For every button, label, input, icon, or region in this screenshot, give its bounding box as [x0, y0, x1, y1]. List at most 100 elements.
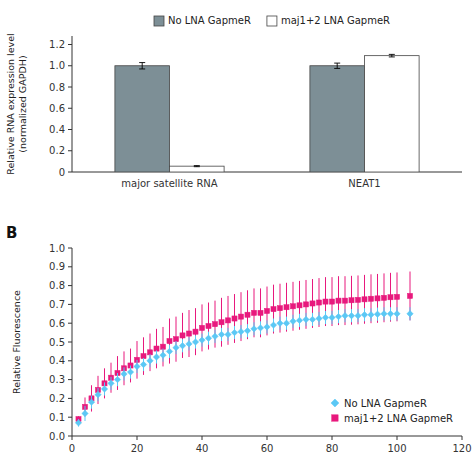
- point: [219, 320, 224, 325]
- point: [277, 306, 282, 311]
- error-bar: [139, 63, 145, 69]
- point: [231, 329, 237, 335]
- bar: [170, 166, 225, 172]
- bar: [310, 66, 365, 172]
- point: [368, 296, 373, 301]
- point: [251, 326, 257, 332]
- legend-label: maj1+2 LNA GapmeR: [281, 15, 390, 26]
- x-tick-label: major satellite RNA: [121, 178, 217, 189]
- x-tick: [202, 436, 203, 440]
- point: [342, 298, 347, 303]
- y-tick: [68, 323, 72, 324]
- legend: No LNA GapmeR maj1+2 LNA GapmeR: [154, 15, 390, 26]
- y-tick-label: 1.0: [49, 243, 65, 254]
- x-tick: [72, 436, 73, 440]
- point: [394, 311, 400, 317]
- point: [238, 328, 244, 334]
- y-axis-label-line: Relative Fluorescence: [11, 290, 22, 394]
- x-tick-label: 100: [387, 443, 406, 454]
- y-tick-label: 1.0: [49, 60, 65, 71]
- point: [316, 300, 321, 305]
- legend-item: No LNA GapmeR: [331, 398, 427, 409]
- point: [271, 307, 276, 312]
- point: [154, 346, 159, 351]
- y-tick-label: 0: [59, 167, 65, 178]
- x-tick: [332, 436, 333, 440]
- point: [179, 343, 185, 349]
- x-tick-label: 20: [131, 443, 144, 454]
- legend-label: No LNA GapmeR: [168, 15, 251, 26]
- point: [160, 352, 166, 358]
- point: [101, 386, 107, 392]
- error-bar: [91, 385, 92, 411]
- error-bar: [104, 368, 105, 398]
- point: [147, 358, 153, 364]
- x-tick: [137, 436, 138, 440]
- legend-swatch: [332, 415, 338, 421]
- legend-label: No LNA GapmeR: [344, 398, 427, 409]
- y-tick: [68, 65, 72, 66]
- y-tick-label: 1.2: [49, 39, 65, 50]
- y-tick: [68, 87, 72, 88]
- point: [362, 297, 367, 302]
- y-tick: [68, 266, 72, 267]
- y-tick-label: 0.6: [49, 318, 65, 329]
- point: [374, 311, 380, 317]
- point: [121, 371, 127, 377]
- point: [186, 341, 192, 347]
- point: [296, 317, 302, 323]
- x-axis: major satellite RNANEAT1: [121, 178, 380, 189]
- point: [134, 363, 140, 369]
- y-tick-label: 0.8: [49, 280, 65, 291]
- point: [251, 310, 256, 315]
- point: [407, 311, 413, 317]
- point: [160, 344, 165, 349]
- y-axis: 00.20.40.60.81.01.2: [49, 36, 72, 178]
- x-tick-label: 120: [452, 443, 471, 454]
- point: [257, 325, 263, 331]
- legend-label: maj1+2 LNA GapmeR: [344, 413, 453, 424]
- point: [218, 331, 224, 337]
- point: [283, 320, 289, 326]
- y-axis-label-line: Relative RNA expression level: [5, 33, 16, 174]
- point: [192, 339, 198, 345]
- point: [361, 312, 367, 318]
- point: [238, 314, 243, 319]
- point: [244, 328, 250, 334]
- point: [336, 298, 341, 303]
- point: [95, 391, 101, 397]
- point: [290, 318, 296, 324]
- x-tick-label: 60: [261, 443, 274, 454]
- y-tick-label: 0.1: [49, 412, 65, 423]
- point: [180, 333, 185, 338]
- point: [212, 322, 217, 327]
- error-bar: [111, 363, 112, 393]
- x-tick-label: 0: [69, 443, 75, 454]
- y-tick: [68, 150, 72, 151]
- legend-swatch: [154, 16, 164, 26]
- point: [212, 333, 218, 339]
- point: [199, 337, 205, 343]
- point: [355, 297, 360, 302]
- point: [173, 344, 179, 350]
- x-tick: [267, 436, 268, 440]
- y-axis-line: [72, 36, 73, 172]
- point: [205, 335, 211, 341]
- error-bar: [130, 349, 131, 383]
- point: [394, 294, 399, 299]
- point: [127, 369, 133, 375]
- error-bar: [194, 166, 200, 167]
- point: [381, 295, 386, 300]
- point: [316, 315, 322, 321]
- point: [375, 296, 380, 301]
- y-tick: [68, 417, 72, 418]
- error-bar: [389, 54, 395, 57]
- point: [284, 305, 289, 310]
- point: [297, 303, 302, 308]
- y-axis-label: Relative RNA expression level(normalized…: [5, 33, 28, 174]
- point: [232, 316, 237, 321]
- x-tick-label: 40: [196, 443, 209, 454]
- x-axis: 020406080100120: [69, 436, 472, 454]
- y-tick-label: 0.9: [49, 261, 65, 272]
- point: [329, 314, 335, 320]
